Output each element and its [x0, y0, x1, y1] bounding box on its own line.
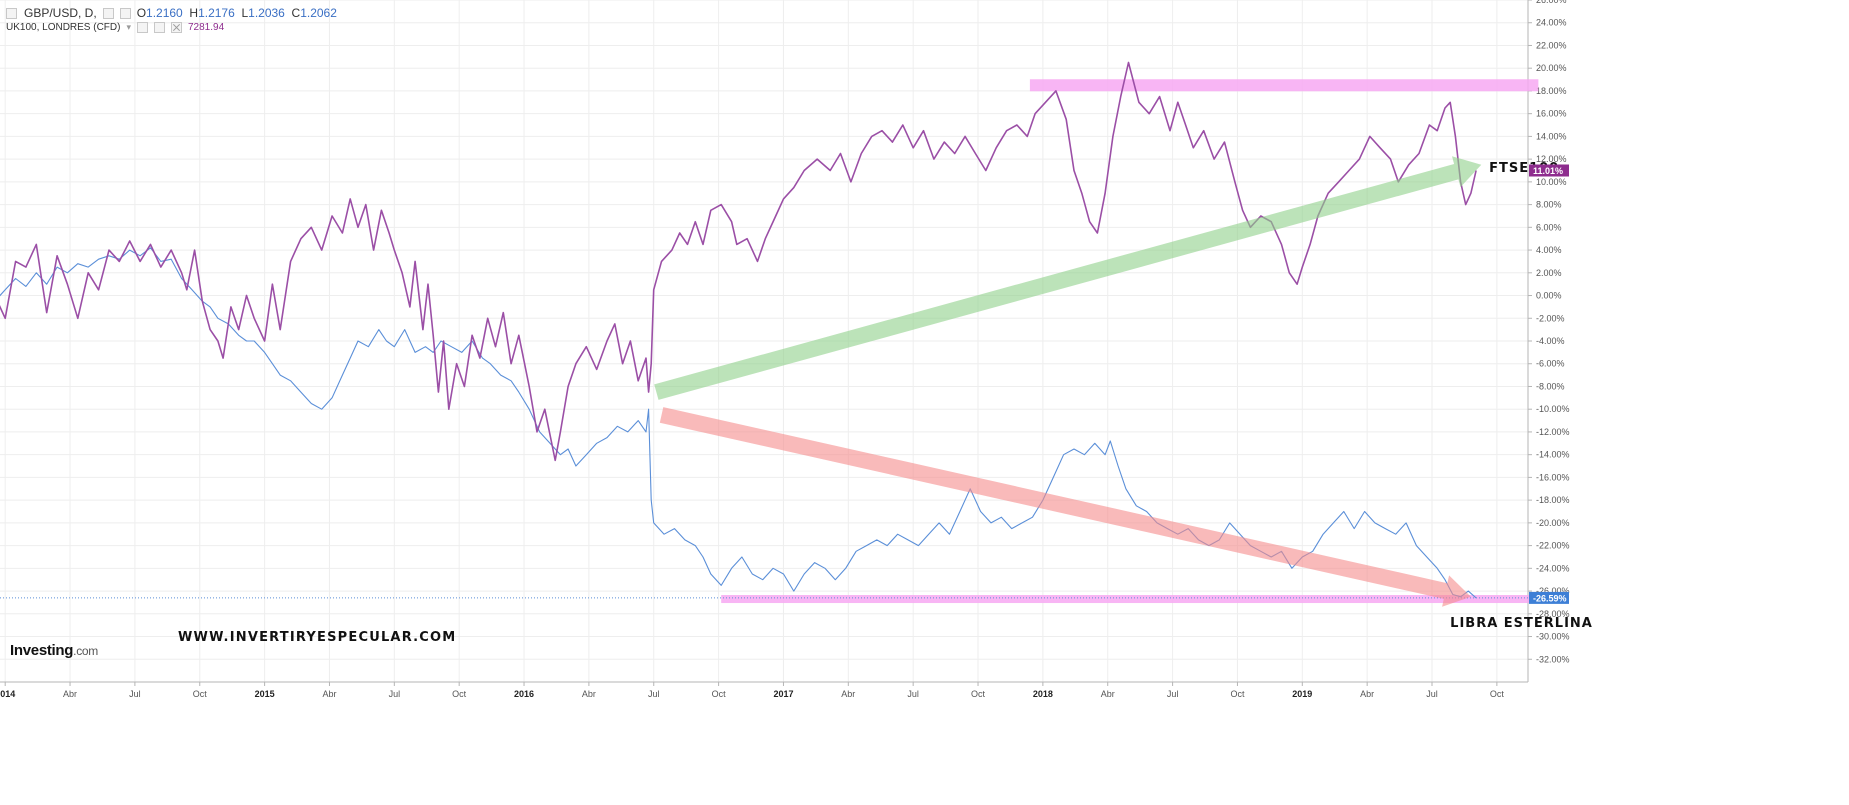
grid	[0, 0, 1528, 682]
hide-icon[interactable]	[119, 7, 131, 19]
y-tick-label: 12.00%	[1536, 154, 1567, 164]
y-tick-label: -4.00%	[1536, 336, 1565, 346]
price-axis-ticks: 26.00% 24.00% 22.00% 20.00% 18.00% 16.00% 14.0…	[1528, 0, 1570, 664]
x-tick-label: Oct	[712, 689, 727, 699]
series-line-ftse	[0, 61, 1477, 462]
x-tick-label: 2016	[514, 689, 534, 699]
y-tick-label: -20.00%	[1536, 518, 1570, 528]
y-tick-label: 10.00%	[1536, 177, 1567, 187]
time-axis-ticks: 2014 Abr Jul Oct 2015 Abr Jul Oct 2016 Abr Jul Oct 2…	[0, 682, 1504, 699]
x-tick-label: Jul	[907, 689, 919, 699]
trend-arrow-red	[659, 407, 1471, 607]
open-value: 1.2160	[146, 6, 183, 20]
y-tick-label: -10.00%	[1536, 404, 1570, 414]
settings-icon[interactable]	[102, 7, 114, 19]
y-tick-label: -26.00%	[1536, 586, 1570, 596]
low-value: 1.2036	[248, 6, 285, 20]
y-tick-label: -22.00%	[1536, 541, 1570, 551]
close-value: 1.2062	[300, 6, 337, 20]
y-tick-label: 20.00%	[1536, 63, 1567, 73]
last-value-badge-gbp-bg	[1529, 591, 1569, 604]
brand-suffix: .com	[73, 644, 98, 658]
x-tick-label: 2014	[0, 689, 15, 699]
x-tick-label: Jul	[389, 689, 401, 699]
trend-arrow-green	[654, 156, 1482, 400]
investing-logo: Investing.com	[10, 642, 98, 659]
high-label: H	[189, 6, 199, 20]
x-tick-label: Abr	[1101, 689, 1115, 699]
legend-compare-value: 7281.94	[188, 22, 225, 33]
y-tick-label: 26.00%	[1536, 0, 1567, 5]
x-tick-label: Oct	[193, 689, 208, 699]
collapse-icon[interactable]	[6, 7, 17, 19]
y-tick-label: 22.00%	[1536, 40, 1567, 50]
x-tick-label: 2017	[773, 689, 793, 699]
x-tick-label: 2015	[255, 689, 275, 699]
low-label: L	[241, 6, 249, 20]
y-tick-label: 2.00%	[1536, 268, 1562, 278]
y-tick-label: 6.00%	[1536, 222, 1562, 232]
legend-main-symbol: GBP/USD, D,	[24, 6, 97, 20]
y-tick-label: -32.00%	[1536, 654, 1570, 664]
highlight-band-pink_bottom	[721, 595, 1554, 604]
x-tick-label: Abr	[1360, 689, 1374, 699]
annotation-gbp_label: LIBRA ESTERLINA	[1450, 616, 1593, 631]
y-tick-label: -24.00%	[1536, 563, 1570, 573]
close-label: C	[291, 6, 301, 20]
legend-main: GBP/USD, D, O1.2160 H1.2176 L1.2036 C1.2…	[6, 6, 337, 20]
x-tick-label: Jul	[1426, 689, 1438, 699]
y-tick-label: 16.00%	[1536, 109, 1567, 119]
x-tick-label: Oct	[971, 689, 986, 699]
y-tick-label: -30.00%	[1536, 632, 1570, 642]
y-tick-label: -28.00%	[1536, 609, 1570, 619]
legend-ohlc: O1.2160 H1.2176 L1.2036 C1.2062	[137, 6, 337, 20]
x-tick-label: Oct	[1230, 689, 1245, 699]
last-value-badge-ftse-bg	[1529, 164, 1569, 177]
last-value-badge-ftse-text: 11.01%	[1533, 166, 1563, 176]
y-tick-label: -6.00%	[1536, 359, 1565, 369]
close-icon[interactable]	[171, 22, 182, 33]
chevron-down-icon[interactable]: ▾	[126, 22, 131, 32]
y-tick-label: 24.00%	[1536, 18, 1567, 28]
y-tick-label: 18.00%	[1536, 86, 1567, 96]
open-label: O	[136, 6, 147, 20]
price-axis	[1528, 0, 1849, 805]
y-tick-label: -18.00%	[1536, 495, 1570, 505]
x-tick-label: Abr	[582, 689, 596, 699]
series-line-gbp	[0, 247, 1477, 599]
x-tick-label: Jul	[1167, 689, 1179, 699]
x-tick-label: Abr	[841, 689, 855, 699]
legend-compare-symbol: UK100, LONDRES (CFD)	[6, 22, 121, 33]
y-tick-label: 14.00%	[1536, 131, 1567, 141]
y-tick-label: -12.00%	[1536, 427, 1570, 437]
y-tick-label: -14.00%	[1536, 450, 1570, 460]
x-tick-label: Abr	[63, 689, 77, 699]
last-value-badge-gbp-text: -26.59%	[1533, 593, 1567, 603]
x-tick-label: Jul	[648, 689, 660, 699]
x-tick-label: 2019	[1292, 689, 1312, 699]
x-tick-label: 2018	[1033, 689, 1053, 699]
hide-icon[interactable]	[154, 22, 165, 33]
x-tick-label: Oct	[452, 689, 467, 699]
y-tick-label: -16.00%	[1536, 472, 1570, 482]
highlight-band-pink_top	[1029, 79, 1539, 92]
high-value: 1.2176	[198, 6, 235, 20]
brand-name: Investing	[10, 642, 74, 659]
y-tick-label: -2.00%	[1536, 313, 1565, 323]
y-tick-label: 4.00%	[1536, 245, 1562, 255]
y-tick-label: 0.00%	[1536, 291, 1562, 301]
x-tick-label: Abr	[322, 689, 336, 699]
x-tick-label: Jul	[129, 689, 141, 699]
y-tick-label: 8.00%	[1536, 200, 1562, 210]
x-tick-label: Oct	[1490, 689, 1505, 699]
legend-compare: UK100, LONDRES (CFD) ▾ 7281.94	[6, 22, 224, 33]
y-tick-label: -8.00%	[1536, 381, 1565, 391]
settings-icon[interactable]	[137, 22, 148, 33]
watermark-text: WWW.INVERTIRYESPECULAR.COM	[178, 630, 456, 645]
